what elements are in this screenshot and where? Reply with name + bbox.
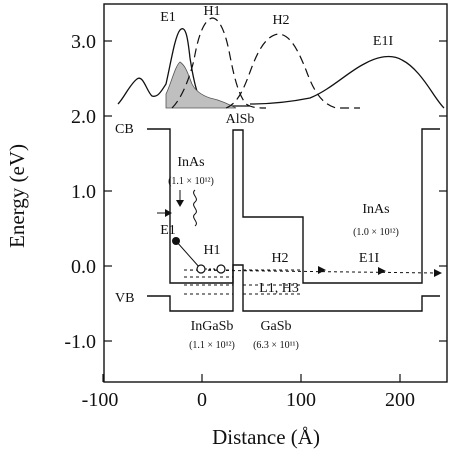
alsb-label: AlSb — [226, 112, 255, 127]
ytick-3: 3.0 — [71, 31, 96, 53]
electron-dot — [172, 237, 180, 245]
ytick-neg1: -1.0 — [64, 331, 96, 353]
e1-shaded-overlap — [165, 61, 237, 109]
hole-circle-2 — [216, 264, 226, 274]
x-tick-marks — [102, 374, 401, 382]
h2-level-label: H2 — [271, 251, 288, 266]
e1i-level-label: E1I — [359, 251, 380, 266]
inas-right-density: (1.0 × 10¹²) — [353, 227, 399, 238]
xtick-neg100: -100 — [82, 389, 119, 411]
x-axis-label: Distance (Å) — [212, 425, 320, 449]
inas-right-label: InAs — [362, 202, 389, 217]
valence-band — [147, 264, 440, 312]
y-tick-marks — [104, 40, 447, 342]
gasb-density: (6.3 × 10¹¹) — [253, 340, 299, 351]
plot-frame — [103, 3, 448, 383]
e1-transition-line — [175, 240, 201, 269]
vb-label: VB — [115, 291, 134, 306]
l1h3-level-label: L1, H3 — [259, 281, 299, 296]
conduction-band — [147, 128, 440, 284]
h2-wavefunction — [225, 33, 360, 109]
gasb-label: GaSb — [260, 319, 291, 334]
hole-circle-1 — [196, 264, 206, 274]
inas-left-density: (1.1 × 10¹²) — [168, 176, 214, 187]
e1-level-label: E1 — [160, 223, 176, 238]
photon-wavy-icon — [193, 189, 197, 227]
down-arrow-head — [176, 200, 184, 207]
y-axis-label: Energy (eV) — [5, 144, 29, 248]
h1-wavefunction — [171, 17, 267, 109]
cb-label: CB — [115, 122, 134, 137]
ingasb-density: (1.1 × 10¹²) — [189, 340, 235, 351]
h1-level-label: H1 — [203, 243, 220, 258]
e1i-wf-label: E1I — [373, 34, 394, 49]
e1i-wavefunction — [249, 55, 445, 109]
ingasb-label: InGaSb — [191, 319, 234, 334]
h1-label: H1 — [203, 4, 220, 19]
inas-left-label: InAs — [177, 155, 204, 170]
e1i-transport-level — [183, 269, 437, 274]
e1-label: E1 — [160, 10, 176, 25]
xtick-200: 200 — [385, 389, 415, 411]
ytick-2: 2.0 — [71, 106, 96, 128]
photon-arrow-head — [165, 209, 172, 217]
ytick-0: 0.0 — [71, 256, 96, 278]
ytick-1: 1.0 — [71, 181, 96, 203]
transport-arrows — [318, 266, 442, 277]
h2-label: H2 — [272, 13, 289, 28]
xtick-0: 0 — [197, 389, 207, 411]
xtick-100: 100 — [286, 389, 316, 411]
